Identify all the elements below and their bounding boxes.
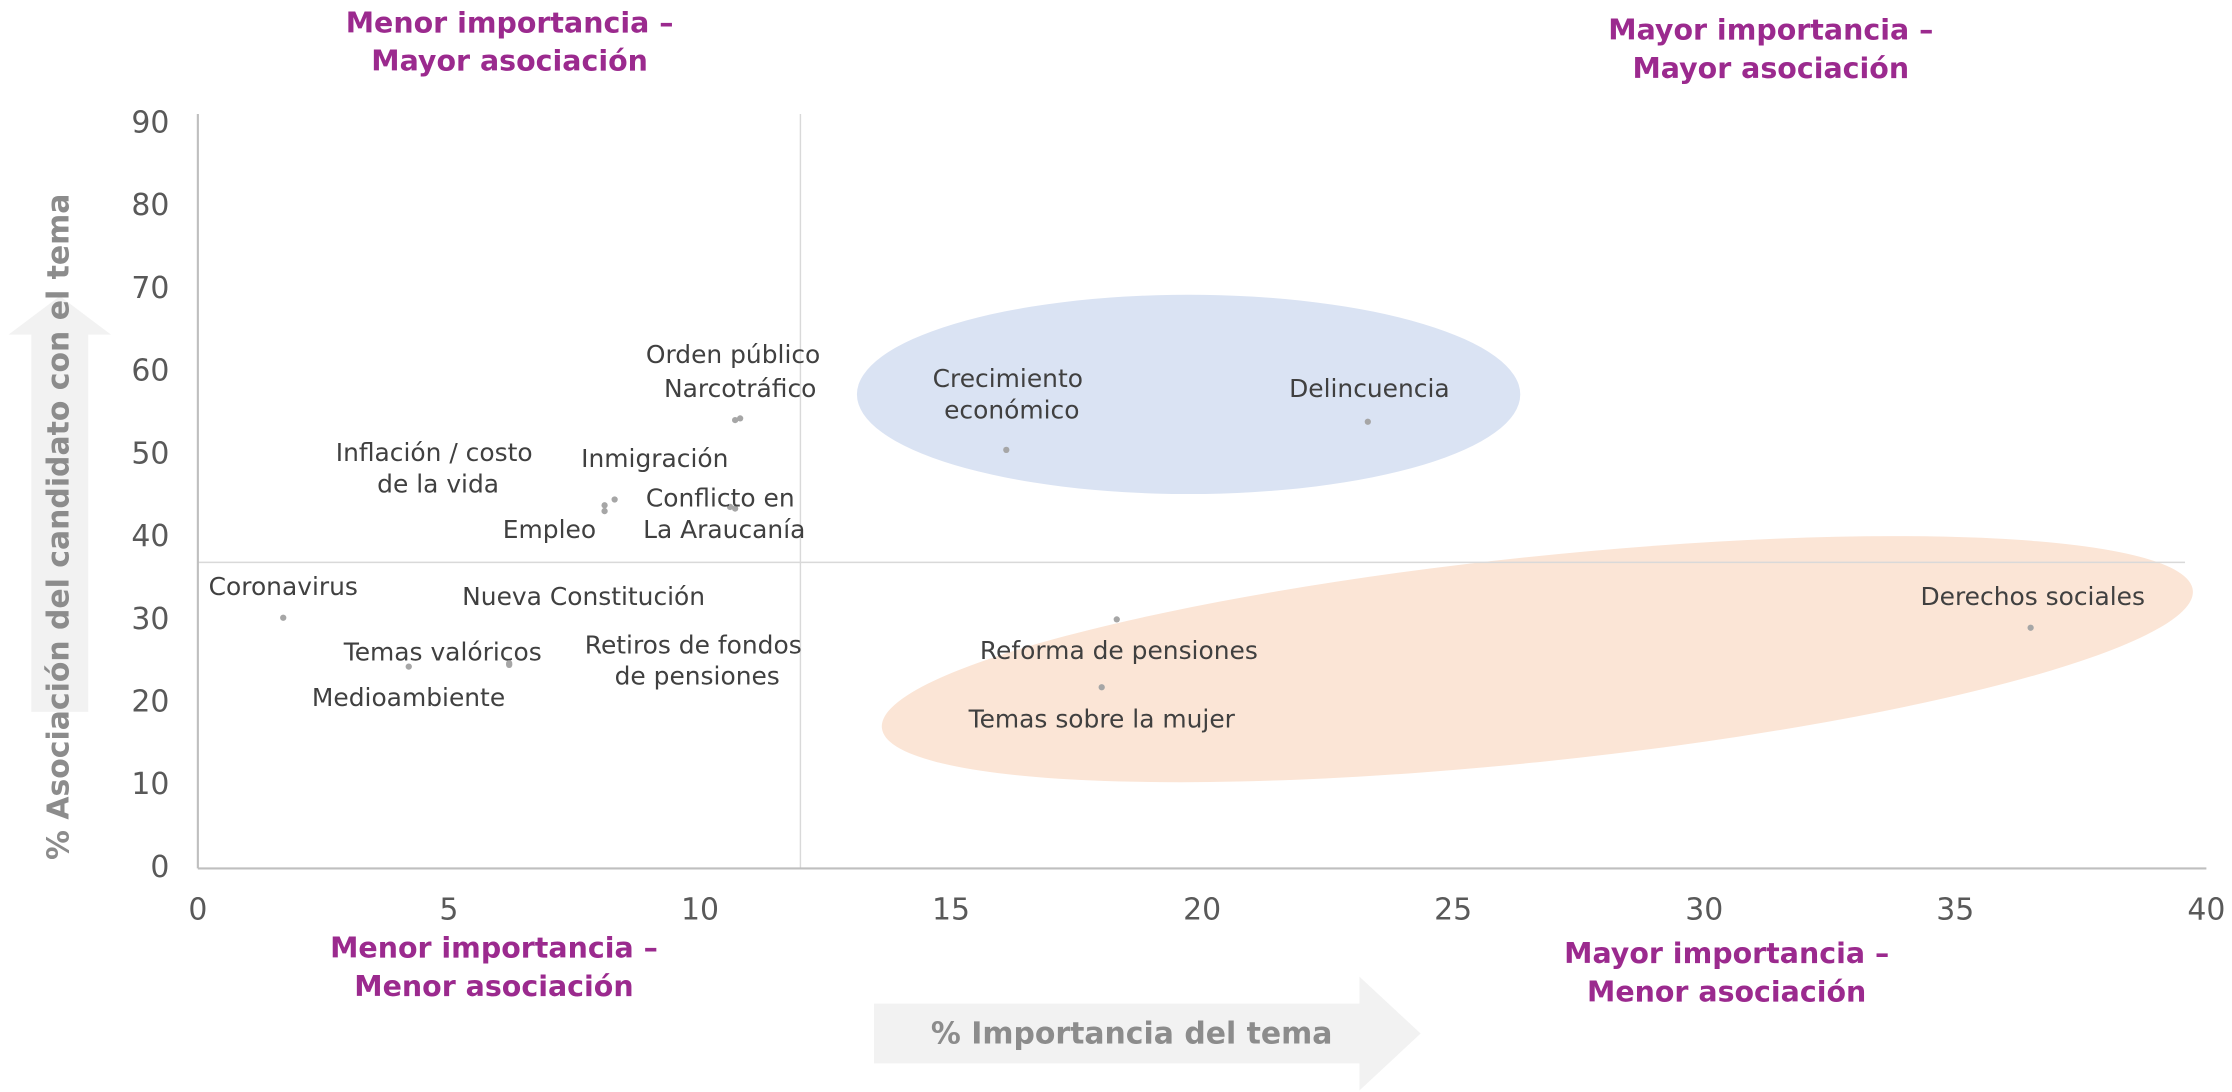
x-arrow [874,976,1421,1091]
group-ellipse [856,294,1521,495]
x-tick-label: 5 [439,893,458,928]
y-tick-label: 40 [131,519,169,554]
x-axis-title: % Importancia del tema [931,1016,1333,1051]
y-tick-label: 80 [131,188,169,223]
y-tick-label: 60 [131,354,169,389]
point-label: Nueva Constitución [462,582,705,611]
y-tick-label: 10 [131,767,169,802]
quadrant-label: Menor asociación [1587,976,1866,1009]
point-label: Crecimiento económico [933,364,1083,424]
point [1003,446,1010,453]
x-tick-label: 40 [2187,893,2225,928]
point [2027,624,2034,631]
point [280,614,287,621]
point-label: Temas sobre la mujer [968,704,1236,733]
point-label: Coronavirus [209,572,358,601]
point [405,663,412,670]
y-tick-label: 20 [131,684,169,719]
point-label: Inmigración [581,444,728,473]
point-label: Narcotráfico [664,374,816,403]
point-label: Reforma de pensiones [980,636,1258,665]
y-tick-label: 90 [131,105,169,140]
point [611,496,618,503]
point-label: Derechos sociales [1920,582,2144,611]
point [601,502,608,509]
point-label: Medioambiente [312,683,505,712]
point [1113,616,1120,623]
x-tick-label: 35 [1936,893,1974,928]
point [1098,684,1105,691]
point [726,503,734,511]
y-tick-label: 30 [131,602,169,637]
quadrant-label: Mayor importancia – [1564,937,1889,970]
y-tick-label: 70 [131,271,169,306]
x-tick-label: 15 [932,893,970,928]
point [1364,418,1371,425]
point-label: Empleo [503,515,596,544]
y-arrow [8,296,112,712]
quadrant-label: Mayor asociación [371,45,648,78]
quadrant-label: Menor importancia – [346,6,674,39]
y-axis-title: % Asociación del candidato con el tema [41,194,76,860]
x-tick-label: 0 [188,893,207,928]
point-label: Inflación / costo de la vida [336,438,533,498]
x-tick-label: 30 [1685,893,1723,928]
x-tick-label: 25 [1434,893,1472,928]
x-tick-label: 10 [681,893,719,928]
quadrant-label: Menor asociación [354,970,633,1003]
quadrant-label: Mayor importancia – [1608,13,1933,46]
x-tick-label: 20 [1183,893,1221,928]
point-label: Conflicto en La Araucanía [635,484,805,544]
y-tick-label: 50 [131,436,169,471]
point-label: Retiros de fondos de pensiones [585,630,802,690]
point [732,505,739,512]
quadrant-label: Mayor asociación [1632,52,1909,85]
y-tick-label: 0 [150,850,169,885]
group-ellipse [881,536,2193,783]
point [506,660,513,667]
point-label: Orden público [646,340,820,369]
point [732,416,739,424]
point [737,415,744,422]
point [601,507,608,515]
quadrant-label: Menor importancia – [330,932,658,965]
point-label: Delincuencia [1289,374,1450,403]
